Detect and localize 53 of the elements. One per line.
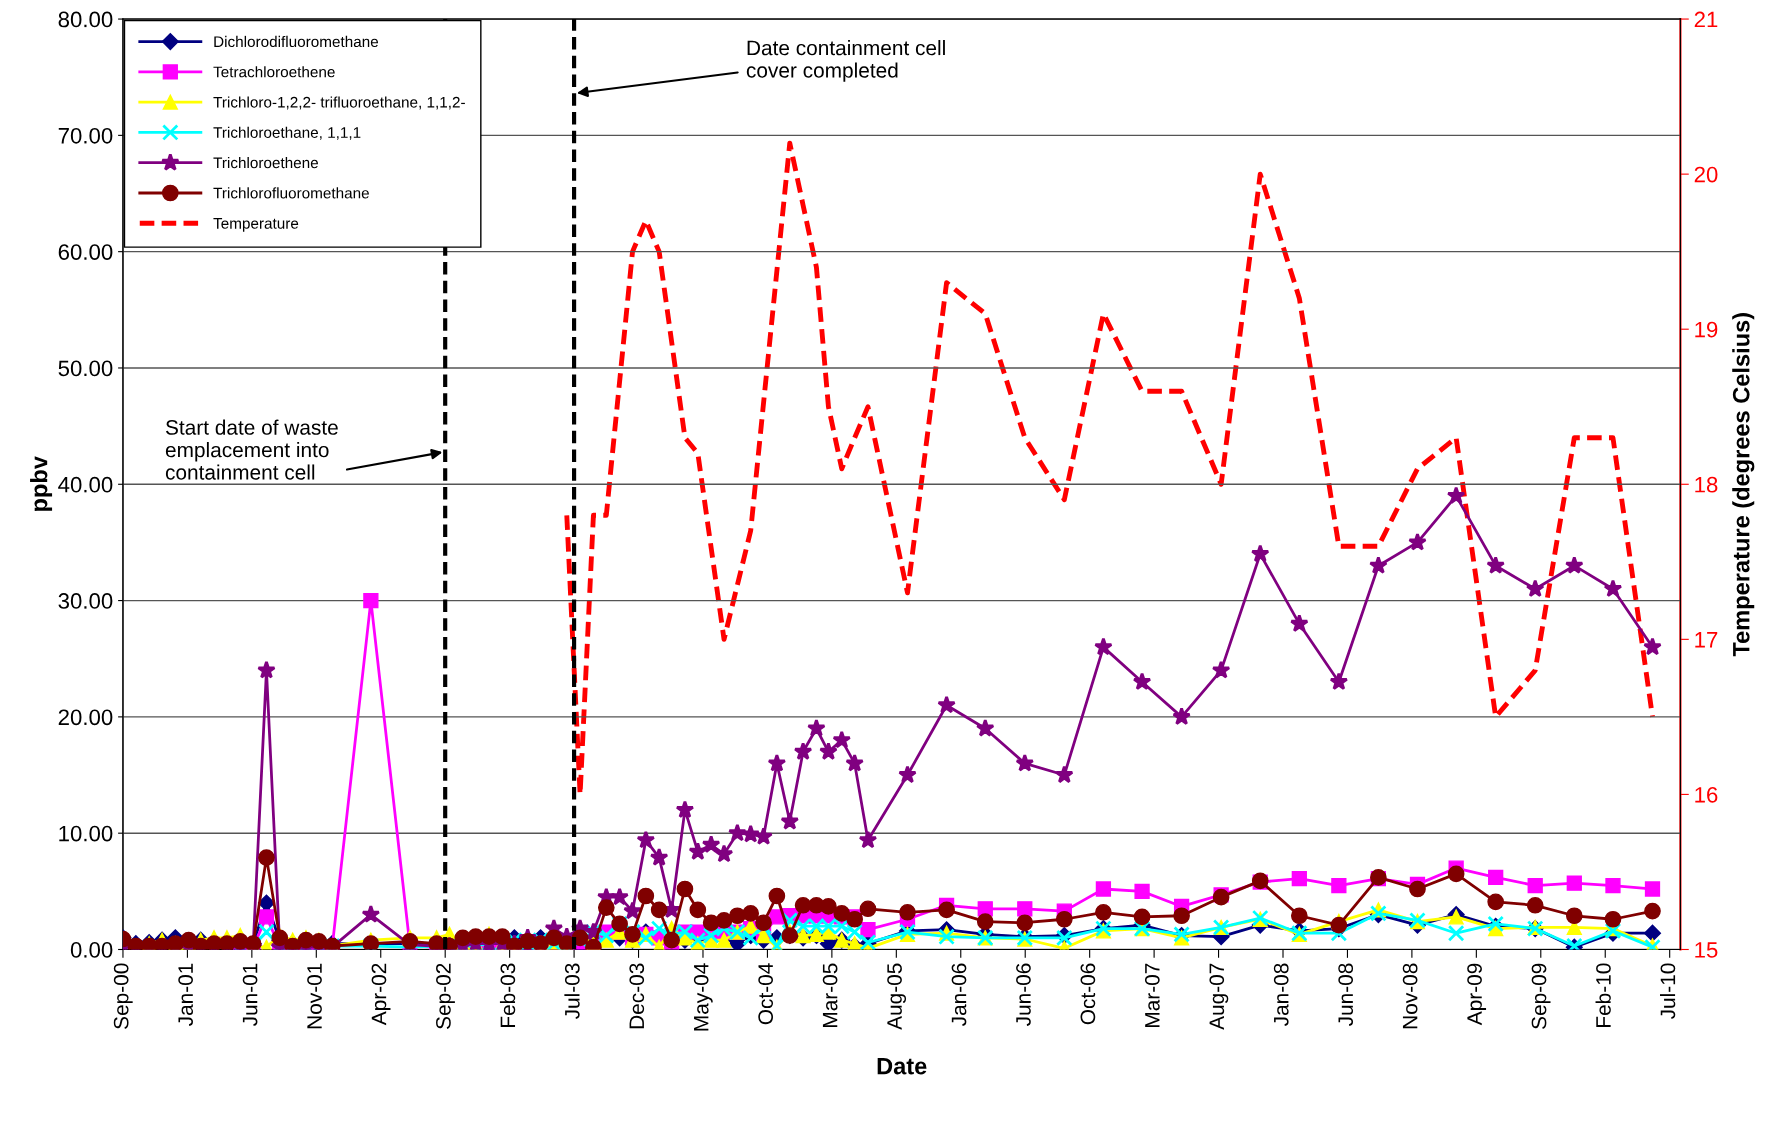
y2-axis-title: Temperature (degrees Celsius) — [1732, 313, 1755, 657]
y-tick-label: 40.00 — [58, 476, 113, 493]
x-tick-label: Oct-06 — [1080, 963, 1096, 1025]
y-tick-label: 70.00 — [58, 127, 113, 144]
x-tick-label: Aug-05 — [887, 963, 907, 1030]
x-tick-label: Jan-01 — [178, 963, 193, 1027]
x-tick-label: Feb-03 — [499, 963, 516, 1027]
y-tick-label: 0.00 — [70, 942, 113, 958]
legend-label: Trichloroethane, 1,1,1 — [213, 126, 361, 140]
x-tick-label: Apr-02 — [371, 963, 391, 1026]
x-tick-label: Aug-07 — [1209, 963, 1229, 1030]
x-tick-label: Nov-08 — [1402, 963, 1418, 1029]
y2-tick-label: 15 — [1695, 942, 1718, 958]
x-tick-label: Jun-08 — [1338, 963, 1354, 1027]
y2-tick-label: 18 — [1695, 476, 1718, 493]
x-tick-label: Jun-06 — [1016, 963, 1031, 1027]
legend-label: Temperature — [213, 218, 299, 232]
x-tick-label: Jan-06 — [951, 963, 967, 1027]
legend-label: Dichlorodifluoromethane — [214, 35, 379, 48]
y2-tick-label: 16 — [1695, 786, 1718, 803]
x-tick-label: Oct-04 — [758, 963, 774, 1025]
x-tick-label: Jan-08 — [1273, 963, 1289, 1027]
x-tick-label: Apr-09 — [1467, 963, 1487, 1026]
legend-label: Trichloroethene — [213, 157, 318, 169]
x-tick-label: Sep-02 — [436, 963, 455, 1029]
y-tick-label: 10.00 — [59, 825, 113, 842]
x-tick-label: Feb-10 — [1595, 963, 1611, 1027]
y-tick-label: 80.00 — [58, 11, 113, 28]
legend-label: Trichlorofluoromethane — [213, 187, 369, 199]
y-axis-title: ppbv — [30, 456, 53, 511]
x-tick-label: Dec-03 — [629, 963, 645, 1029]
x-tick-label: Jun-01 — [242, 963, 258, 1027]
y2-tick-label: 20 — [1694, 166, 1718, 183]
y-tick-label: 50.00 — [58, 360, 113, 377]
y2-tick-label: 21 — [1694, 11, 1718, 28]
x-tick-label: Jul-10 — [1659, 963, 1676, 1020]
y-tick-label: 20.00 — [58, 709, 113, 726]
ref-line-label: Date containment cell cover completed — [746, 40, 945, 82]
y-tick-label: 60.00 — [58, 244, 113, 260]
ref-line-label: Start date of waste emplacement into containment cell — [165, 419, 338, 480]
x-tick-label: Sep-09 — [1531, 963, 1551, 1029]
legend-label: Trichloro-1,2,2- trifluoroethane, 1,1,2- — [213, 96, 465, 110]
y-tick-label: 30.00 — [58, 593, 113, 609]
x-tick-label: Sep-00 — [113, 963, 133, 1029]
x-axis-title: Date — [877, 1058, 927, 1075]
x-tick-label: Nov-01 — [307, 963, 322, 1029]
x-tick-label: May-04 — [693, 963, 713, 1031]
legend-label: Tetrachloroethene — [213, 66, 335, 78]
y2-tick-label: 19 — [1695, 321, 1718, 338]
y2-tick-label: 17 — [1695, 632, 1718, 648]
x-tick-label: Jul-03 — [564, 963, 580, 1020]
x-tick-label: Mar-07 — [1144, 963, 1160, 1027]
x-tick-label: Mar-05 — [822, 963, 838, 1027]
